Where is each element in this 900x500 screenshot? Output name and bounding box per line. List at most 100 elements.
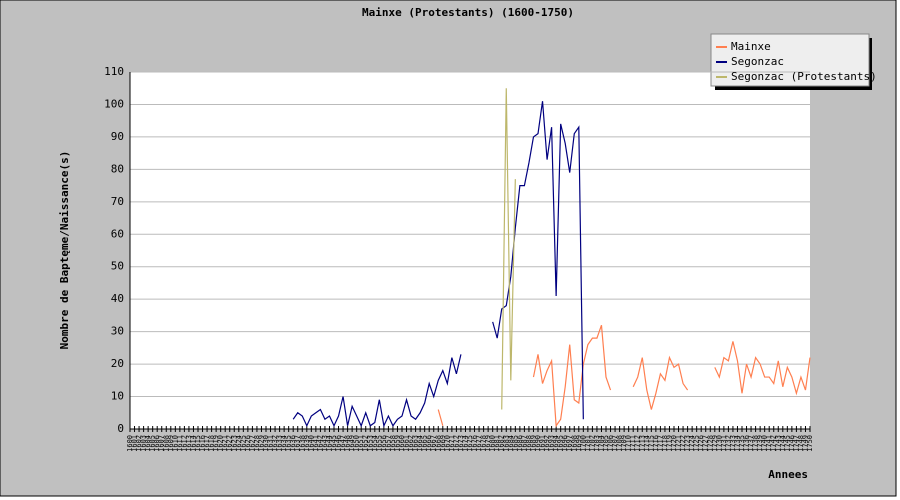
x-tick-label: 1711 (629, 435, 637, 452)
x-tick-label: 1620 (217, 435, 225, 452)
x-tick-label: 1733 (729, 435, 737, 452)
x-tick-label: 1629 (257, 435, 265, 452)
x-tick-label: 1719 (665, 435, 673, 452)
x-tick-label: 1623 (230, 435, 238, 452)
x-tick-label: 1627 (248, 435, 256, 452)
x-tick-label: 1731 (720, 435, 728, 452)
x-tick-label: 1672 (452, 435, 460, 452)
x-tick-label: 1749 (801, 435, 809, 452)
x-tick-label: 1702 (588, 435, 596, 452)
x-tick-label: 1674 (461, 435, 469, 452)
legend-label: Segonzac (Protestants) (731, 70, 877, 83)
x-tick-label: 1713 (638, 435, 646, 452)
x-tick-label: 1619 (212, 435, 220, 452)
x-tick-label: 1628 (253, 435, 261, 452)
x-tick-label: 1632 (271, 435, 279, 452)
x-tick-label: 1600 (126, 435, 134, 452)
x-tick-label: 1633 (276, 435, 284, 452)
x-tick-label: 1741 (765, 435, 773, 452)
x-tick-label: 1667 (430, 435, 438, 452)
x-tick-label: 1651 (357, 435, 365, 452)
x-tick-label: 1664 (416, 435, 424, 452)
x-tick-label: 1739 (756, 435, 764, 452)
x-tick-label: 1724 (688, 435, 696, 452)
chart-title: Mainxe (Protestants) (1600-1750) (362, 6, 574, 19)
x-tick-label: 1626 (244, 435, 252, 452)
x-tick-label: 1615 (194, 435, 202, 452)
x-tick-label: 1682 (498, 435, 506, 452)
legend-label: Mainxe (731, 40, 771, 53)
x-tick-label: 1654 (371, 435, 379, 452)
x-tick-label: 1685 (511, 435, 519, 452)
x-tick-label: 1734 (733, 435, 741, 452)
x-tick-label: 1610 (171, 435, 179, 452)
x-tick-label: 1653 (366, 435, 374, 452)
x-tick-label: 1691 (539, 435, 547, 452)
x-tick-label: 1678 (480, 435, 488, 452)
x-tick-label: 1686 (516, 435, 524, 452)
x-tick-label: 1716 (652, 435, 660, 452)
x-tick-label: 1750 (806, 435, 814, 452)
x-tick-label: 1736 (743, 435, 751, 452)
x-tick-label: 1740 (761, 435, 769, 452)
x-tick-label: 1709 (620, 435, 628, 452)
x-tick-label: 1656 (380, 435, 388, 452)
x-tick-label: 1735 (738, 435, 746, 452)
x-tick-label: 1612 (180, 435, 188, 452)
x-tick-label: 1608 (162, 435, 170, 452)
x-tick-label: 1618 (208, 435, 216, 452)
x-tick-label: 1743 (774, 435, 782, 452)
x-tick-label: 1729 (711, 435, 719, 452)
x-tick-label: 1694 (552, 435, 560, 452)
x-tick-label: 1665 (421, 435, 429, 452)
x-tick-label: 1722 (679, 435, 687, 452)
x-tick-label: 1744 (779, 435, 787, 452)
plot-area (130, 72, 810, 429)
x-tick-label: 1648 (344, 435, 352, 452)
x-tick-label: 1622 (226, 435, 234, 452)
legend-label: Segonzac (731, 55, 784, 68)
x-tick-label: 1644 (325, 435, 333, 452)
x-tick-label: 1690 (534, 435, 542, 452)
x-tick-label: 1679 (484, 435, 492, 452)
x-tick-label: 1742 (770, 435, 778, 452)
x-tick-label: 1718 (661, 435, 669, 452)
x-tick-label: 1635 (285, 435, 293, 452)
x-tick-label: 1637 (294, 435, 302, 452)
x-tick-label: 1687 (520, 435, 528, 452)
x-tick-label: 1681 (493, 435, 501, 452)
series-line (437, 324, 811, 428)
x-tick-label: 1609 (167, 435, 175, 452)
x-tick-label: 1673 (457, 435, 465, 452)
x-tick-label: 1717 (656, 435, 664, 452)
x-tick-label: 1688 (525, 435, 533, 452)
x-axis-label: Annees (768, 468, 808, 481)
x-tick-label: 1696 (561, 435, 569, 452)
x-tick-label: 1636 (289, 435, 297, 452)
x-tick-label: 1630 (262, 435, 270, 452)
x-tick-label: 1745 (783, 435, 791, 452)
x-tick-label: 1658 (389, 435, 397, 452)
x-tick-label: 1675 (466, 435, 474, 452)
y-tick-label: 100 (104, 97, 124, 110)
x-tick-label: 1728 (706, 435, 714, 452)
x-tick-label: 1607 (158, 435, 166, 452)
x-tick-label: 1634 (280, 435, 288, 452)
x-tick-label: 1604 (144, 435, 152, 452)
x-tick-label: 1704 (597, 435, 605, 452)
x-tick-label: 1747 (792, 435, 800, 452)
x-tick-label: 1746 (788, 435, 796, 452)
x-tick-label: 1603 (140, 435, 148, 452)
x-tick-label: 1707 (611, 435, 619, 452)
x-tick-label: 1671 (448, 435, 456, 452)
x-tick-label: 1705 (602, 435, 610, 452)
series-line (292, 101, 584, 428)
x-tick-label: 1692 (543, 435, 551, 452)
x-tick-label: 1641 (312, 435, 320, 452)
x-tick-label: 1639 (303, 435, 311, 452)
x-tick-label: 1680 (489, 435, 497, 452)
series-line (501, 88, 516, 410)
x-tick-label: 1725 (693, 435, 701, 452)
